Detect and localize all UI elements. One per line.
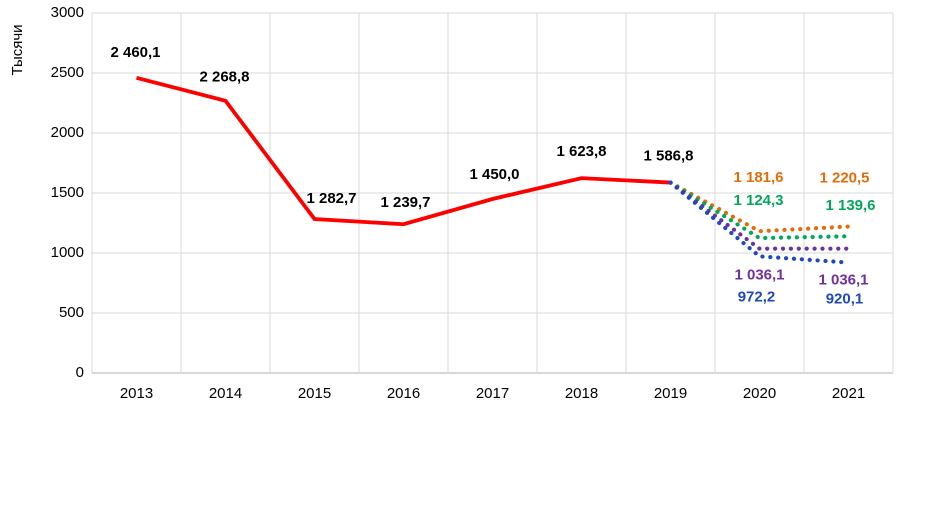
data-label: 1 036,1 — [818, 272, 868, 289]
x-tick-label: 2021 — [832, 385, 865, 402]
x-tick-label: 2016 — [387, 385, 420, 402]
series-line-1 — [668, 180, 851, 234]
y-tick-label: 500 — [59, 304, 84, 321]
y-tick-label: 3000 — [51, 4, 84, 21]
chart-legend: Продажи новых легковых автомобилей Базов… — [0, 432, 944, 507]
series-line-0 — [136, 75, 671, 227]
x-tick-label: 2019 — [654, 385, 687, 402]
data-label: 1 124,3 — [733, 192, 783, 209]
x-tick-label: 2020 — [743, 385, 776, 402]
data-label: 920,1 — [826, 291, 864, 308]
data-label: 1 239,7 — [380, 194, 430, 211]
line-chart-canvas: 0 500 1000 1500 2000 2500 3000 2013 2014 2015 2016… — [9, 4, 894, 402]
y-tick-label: 2500 — [51, 64, 84, 81]
series-line-4 — [668, 180, 851, 265]
x-tick-label: 2018 — [565, 385, 598, 402]
x-tick-label: 2014 — [209, 385, 242, 402]
data-label: 1 181,6 — [733, 169, 783, 186]
y-axis-title: Тысячи — [9, 24, 26, 75]
y-tick-label: 1000 — [51, 244, 84, 261]
data-label: 1 139,6 — [825, 197, 875, 214]
y-tick-label: 0 — [76, 364, 84, 381]
data-label: 1 282,7 — [306, 190, 356, 207]
series-line-3 — [668, 180, 851, 251]
data-label: 1 623,8 — [556, 143, 606, 160]
x-tick-label: 2013 — [120, 385, 153, 402]
x-tick-label: 2017 — [476, 385, 509, 402]
data-label: 2 460,1 — [110, 44, 160, 61]
series-line-2 — [668, 180, 851, 241]
data-label: 972,2 — [738, 288, 776, 305]
y-tick-label: 2000 — [51, 124, 84, 141]
y-tick-label: 1500 — [51, 184, 84, 201]
x-tick-label: 2015 — [298, 385, 331, 402]
data-label: 1 220,5 — [819, 170, 869, 187]
data-label: 1 450,0 — [469, 166, 519, 183]
data-label: 2 268,8 — [199, 69, 249, 86]
data-label: 1 036,1 — [734, 267, 784, 284]
data-label: 1 586,8 — [643, 148, 693, 165]
